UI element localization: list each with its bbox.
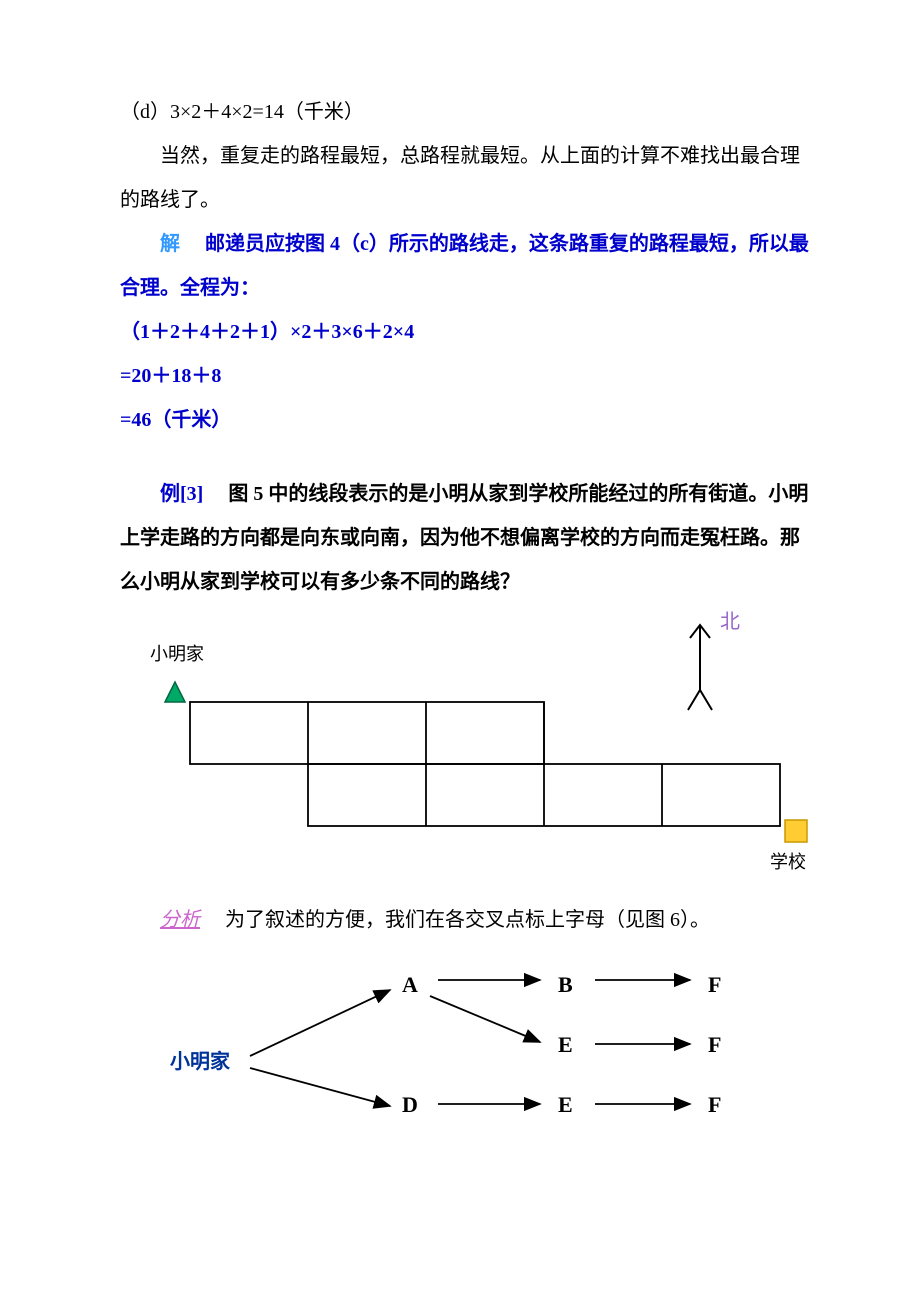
home-triangle-icon [165,682,185,702]
spacer [120,442,810,472]
tree-edge [430,996,540,1042]
tree-node-E1: E [558,1032,573,1057]
calc-line-1: （1＋2＋4＋2＋1）×2＋3×6＋2×4 [120,310,810,354]
school-label: 学校 [770,852,806,872]
example-3-paragraph: 例[3] 图 5 中的线段表示的是小明从家到学校所能经过的所有街道。小明上学走路… [120,472,810,604]
home-label: 小明家 [150,644,204,664]
calc-line-2: =20＋18＋8 [120,354,810,398]
analysis-label: 分析 [160,909,200,931]
tree-node-A: A [402,972,418,997]
tree-node-D: D [402,1092,418,1117]
grid-lines [190,702,780,826]
tree-node-F2: F [708,1032,721,1057]
tree-node-B: B [558,972,573,997]
figure-5-grid: 北 小明家 [120,610,810,890]
tree-node-E2: E [558,1092,573,1117]
solve-label: 解 [160,233,180,255]
paragraph-1: 当然，重复走的路程最短，总路程就最短。从上面的计算不难找出最合理的路线了。 [120,134,810,222]
figure-6-tree: 小明家 A D B E E F F F [120,948,810,1128]
school-square-icon [785,820,807,842]
document-page: （d）3×2＋4×2=14（千米） 当然，重复走的路程最短，总路程就最短。从上面… [0,0,920,1176]
tree-edge [250,990,390,1056]
tree-node-F3: F [708,1092,721,1117]
solution-paragraph: 解 邮递员应按图 4（c）所示的路线走，这条路重复的路程最短，所以最合理。全程为… [120,222,810,310]
analysis-paragraph: 分析 为了叙述的方便，我们在各交叉点标上字母（见图 6）。 [120,898,810,942]
example-3-label: 例[3] [160,483,203,505]
north-arrow-icon: 北 [688,610,740,710]
example-3-text: 图 5 中的线段表示的是小明从家到学校所能经过的所有街道。小明上学走路的方向都是… [120,483,808,593]
line-d: （d）3×2＋4×2=14（千米） [120,90,810,134]
solve-text: 邮递员应按图 4（c）所示的路线走，这条路重复的路程最短，所以最合理。全程为： [120,233,809,299]
tree-edge [250,1068,390,1106]
analysis-text: 为了叙述的方便，我们在各交叉点标上字母（见图 6）。 [225,909,710,931]
north-label: 北 [720,610,740,633]
calc-line-3: =46（千米） [120,398,810,442]
tree-root: 小明家 [170,1049,231,1073]
tree-node-F1: F [708,972,721,997]
